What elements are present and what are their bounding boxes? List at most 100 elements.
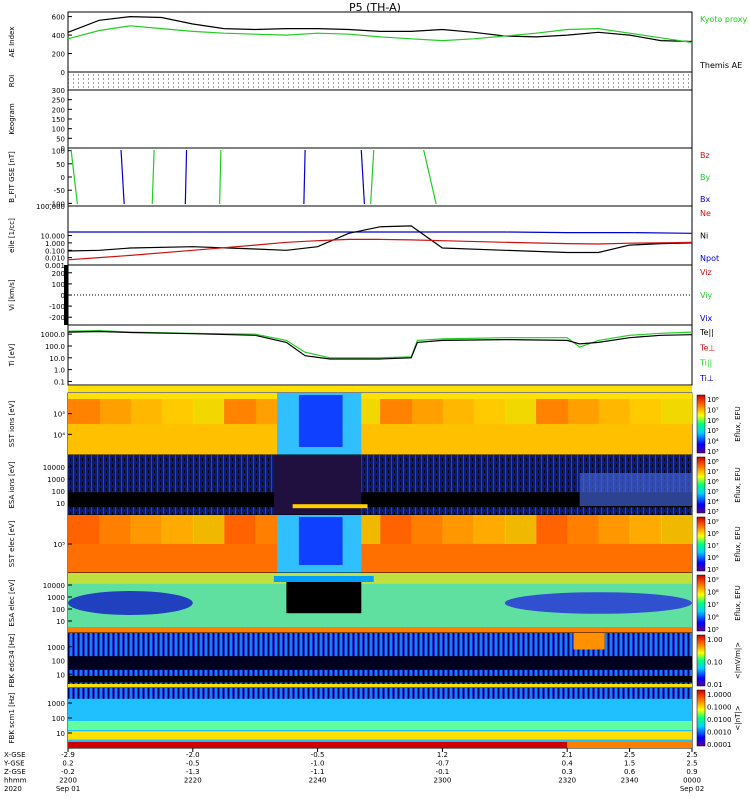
xaxis-tick-label: 2200 (59, 777, 77, 785)
heat-band (660, 515, 693, 544)
esa_elec-colorbar-label: Eflux, EFU (734, 585, 742, 620)
fbk_scm-ytick-label: 1000 (47, 700, 65, 708)
velocity-ytick-label: -100 (49, 303, 65, 311)
fbk_scm-ytick-label: 100 (52, 715, 65, 723)
heat-bottom (68, 684, 692, 688)
plot-title: P5 (TH-A) (349, 1, 401, 14)
keogram-ytick-label: 200 (52, 106, 65, 114)
ae-ytick-label: 0 (61, 69, 65, 77)
heat-band (192, 515, 225, 544)
xaxis-tick-label: -2.0 (186, 751, 200, 759)
velocity-legend-item: Viz (700, 268, 712, 277)
esa_elec-ytick-label: 1000 (47, 594, 65, 602)
xaxis-tick-label: -1.3 (186, 768, 200, 776)
heat-blob (504, 592, 692, 614)
fbk_scm-colorbar-tick: 1.0000 (707, 691, 732, 699)
temperature-ytick-label: 100.0 (45, 343, 65, 351)
heat-top (68, 573, 692, 584)
heat-band (504, 515, 537, 544)
temperature-ytick-label: 0.1 (54, 378, 65, 386)
heat-line (292, 504, 368, 509)
density-ytick-label: 0.100 (45, 247, 65, 255)
heat-band (68, 515, 101, 544)
density-ytick-label: 0.001 (45, 262, 65, 270)
temperature-ytick-label: 10.0 (49, 355, 65, 363)
fbk_scm-colorbar (696, 689, 706, 747)
heat-core-inner (298, 517, 343, 565)
xaxis-tick-label: -0.1 (436, 768, 450, 776)
bfit-legend-item: By (700, 173, 710, 182)
xaxis-tick-label: Sep 01 (56, 785, 80, 793)
temperature-ytick-label: 1000.0 (41, 331, 66, 339)
keogram-frame (67, 89, 693, 149)
xaxis-tick-label: 2220 (184, 777, 202, 785)
xaxis-tick-label: -0.2 (61, 768, 75, 776)
temperature-legend-item: Ti|| (699, 359, 712, 368)
heat-edge (273, 576, 374, 582)
fbk_edc-ytick-label: 10 (56, 671, 65, 679)
esa_ion-colorbar-tick: 10⁶ (707, 478, 719, 486)
sst_ion-colorbar-tick: 10⁶ (707, 417, 719, 425)
xaxis-tick-label: 0.2 (62, 760, 73, 768)
density-ytick-label: 100,000 (36, 203, 65, 211)
heat-band (68, 393, 692, 399)
xaxis-tick-label: -0.5 (311, 751, 325, 759)
fbk_scm-heatmap (68, 688, 692, 748)
heat-low (68, 492, 692, 508)
sst_ion-ytick-label: 10⁴ (53, 431, 65, 439)
heat-band (130, 515, 163, 544)
heat-band (473, 515, 506, 544)
density-ylabel: eile [1/cc] (8, 218, 16, 253)
keogram-ytick-label: 100 (52, 126, 65, 134)
temperature-frame (67, 324, 693, 386)
density-ytick-label: 1.000 (45, 240, 65, 248)
fbk_scm-colorbar-label: <|nT|> (734, 705, 742, 730)
heat-core-inner (298, 395, 343, 447)
xaxis-tick-label: 2300 (433, 777, 451, 785)
sst_elec-colorbar-tick: 10⁶ (707, 554, 719, 562)
xaxis-tick-label: 1.2 (437, 751, 448, 759)
keogram-ytick-label: 150 (52, 116, 65, 124)
bfit-ytick-label: -50 (54, 187, 65, 195)
esa_elec-colorbar (696, 574, 706, 632)
velocity-legend-item: Vix (700, 314, 713, 323)
bfit-ytick-label: -100 (49, 200, 65, 208)
bfit-trace (120, 149, 125, 205)
temperature-ylabel: Ti [eV] (8, 343, 16, 367)
bfit-trace (423, 149, 437, 205)
heat-blob (67, 591, 193, 615)
bfit-trace (151, 149, 155, 205)
velocity-ytick-label: -200 (49, 314, 65, 322)
velocity-legend-item: Viy (700, 291, 713, 300)
ae-ytick-label: 200 (52, 51, 65, 59)
ae-series-0 (67, 15, 693, 43)
xaxis-row-label: 2020 (4, 785, 22, 793)
heat-band (161, 515, 194, 544)
xaxis-tick-label: 2.1 (562, 751, 573, 759)
sst_ion-ytick-label: 10⁵ (53, 411, 65, 419)
xaxis-row-label: X-GSE (4, 751, 26, 759)
bfit-ytick-label: 0 (61, 174, 65, 182)
xaxis-tick-label: 0.6 (624, 768, 636, 776)
fbk_edc-colorbar-tick: 1.00 (707, 636, 723, 644)
density-series-1 (67, 225, 693, 254)
temperature-legend-item: Te⊥ (699, 343, 715, 352)
ae-series-1 (67, 25, 693, 44)
fbk_scm-ylabel: FBK scm1 [Hz] (8, 692, 16, 743)
bfit-legend-item: Bz (700, 151, 710, 160)
sst_ion-colorbar-tick: 10⁸ (707, 396, 719, 404)
sst_ion-ylabel: SST ions [eV] (8, 400, 16, 447)
heat-spot (573, 633, 605, 650)
esa_elec-ylabel: ESA elec [eV] (8, 579, 16, 626)
bfit-ytick-label: 100 (52, 148, 65, 156)
esa_ion-colorbar-tick: 10⁵ (707, 488, 719, 496)
heat-band (629, 515, 662, 544)
ae-ytick-label: 600 (52, 14, 65, 22)
bfit-trace (303, 149, 306, 205)
fbk_edc-colorbar-tick: 0.10 (707, 659, 723, 667)
fbk_edc-heatmap (68, 633, 692, 688)
heat-core (286, 580, 362, 614)
esa_ion-colorbar-tick: 10⁸ (707, 458, 719, 466)
fbk_edc-ylabel: FBK edc34 [Hz] (8, 633, 16, 687)
ae-legend-item: Themis AE (699, 61, 742, 70)
